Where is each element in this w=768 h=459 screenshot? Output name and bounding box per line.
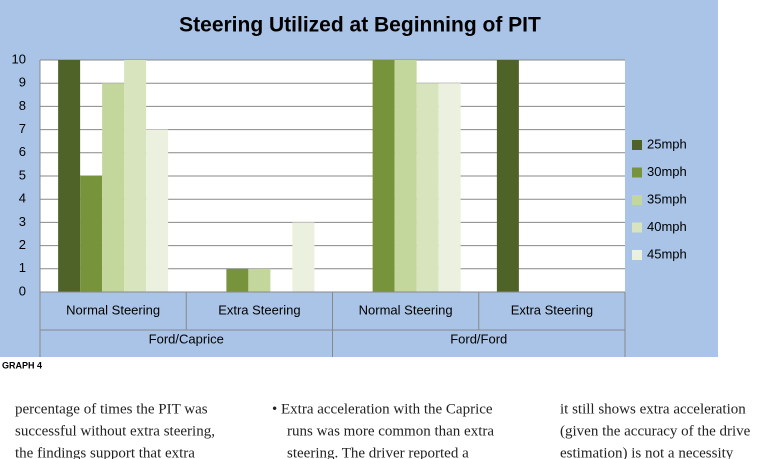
body-text: it still shows extra acceleration (560, 401, 746, 417)
legend-label: 25mph (647, 136, 687, 151)
y-tick-label: 2 (19, 237, 26, 252)
legend-swatch (632, 195, 642, 205)
x-tick-label: Extra Steering (511, 302, 593, 317)
x-tick-label: Extra Steering (218, 302, 300, 317)
legend-label: 45mph (647, 246, 687, 261)
y-tick-label: 0 (19, 283, 26, 298)
x-tick-label: Normal Steering (66, 302, 160, 317)
bar (248, 268, 271, 292)
bar (394, 60, 417, 292)
bar (146, 129, 169, 292)
body-text: runs was more common than extra (287, 423, 494, 439)
bar (102, 83, 125, 292)
y-tick-label: 7 (19, 121, 26, 136)
y-tick-label: 9 (19, 75, 26, 90)
legend-label: 40mph (647, 219, 687, 234)
legend-swatch (632, 140, 642, 150)
chart-title: Steering Utilized at Beginning of PIT (179, 14, 541, 37)
caption: GRAPH 4 (2, 360, 42, 370)
legend-label: 30mph (647, 164, 687, 179)
y-tick-label: 3 (19, 214, 26, 229)
group-label: Ford/Ford (450, 331, 507, 346)
body-text: steering. The driver reported a (287, 445, 469, 459)
x-tick-label: Normal Steering (359, 302, 453, 317)
body-text: successful without extra steering, (15, 423, 215, 439)
body-text: estimation) is not a necessity (560, 445, 734, 459)
bar (58, 60, 81, 292)
bar (496, 60, 519, 292)
bar (438, 83, 461, 292)
legend-swatch (632, 167, 642, 178)
y-tick-label: 6 (19, 144, 26, 159)
bar (124, 60, 147, 292)
body-text: percentage of times the PIT was (15, 401, 208, 417)
body-text: (given the accuracy of the drive (560, 423, 751, 439)
y-tick-label: 4 (19, 191, 26, 206)
bar (292, 222, 315, 292)
body-text: • Extra acceleration with the Caprice (272, 401, 493, 417)
group-label: Ford/Caprice (149, 331, 224, 346)
bar (416, 83, 439, 292)
bar (226, 268, 249, 292)
legend-label: 35mph (647, 191, 687, 206)
y-tick-label: 8 (19, 98, 26, 113)
y-tick-label: 10 (12, 51, 26, 66)
y-tick-label: 5 (19, 167, 26, 182)
body-text: the findings support that extra (15, 445, 195, 459)
legend-swatch (632, 222, 642, 233)
y-tick-label: 1 (19, 260, 26, 275)
bar (80, 176, 103, 292)
legend-swatch (632, 250, 642, 260)
bar (372, 60, 395, 292)
